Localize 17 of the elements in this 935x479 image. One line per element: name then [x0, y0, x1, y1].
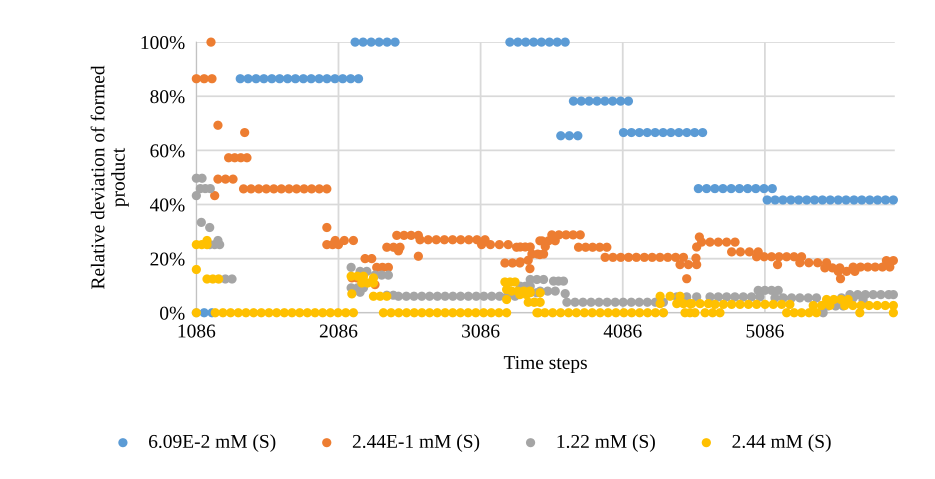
y-tick-label: 80% — [150, 90, 185, 104]
y-tick-label: 100% — [142, 36, 185, 50]
y-tick-label: 60% — [150, 144, 185, 158]
x-tick-label: 3086 — [462, 324, 500, 338]
x-tick-label: 4086 — [604, 324, 642, 338]
y-tick-label: 20% — [150, 252, 185, 266]
x-tick-label: 5086 — [746, 324, 784, 338]
x-axis-title: Time steps — [504, 356, 587, 374]
legend-label: 6.09E-2 mM (S) — [149, 434, 276, 452]
y-axis-title: Relative deviation of formed product — [90, 66, 129, 289]
legend-label: 2.44E-1 mM (S) — [352, 434, 480, 452]
y-tick-label: 0% — [160, 306, 185, 320]
legend-label: 2.44 mM (S) — [732, 434, 831, 452]
x-tick-label: 2086 — [320, 324, 358, 338]
legend-label: 1.22 mM (S) — [558, 434, 655, 452]
y-tick-label: 40% — [150, 198, 185, 212]
x-tick-label: 1086 — [178, 324, 216, 338]
